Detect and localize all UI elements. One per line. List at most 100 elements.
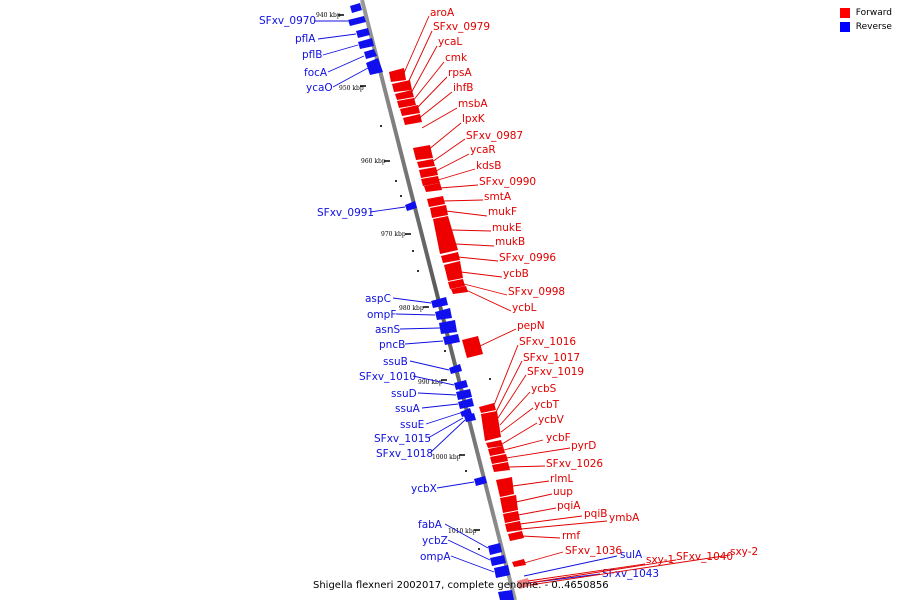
forward-gene[interactable] (481, 411, 501, 441)
forward-gene[interactable] (486, 440, 503, 448)
gene-label[interactable]: ycbZ (422, 535, 448, 547)
reverse-gene[interactable] (405, 201, 417, 211)
forward-gene[interactable] (505, 521, 522, 532)
gene-label[interactable]: ycbX (411, 483, 437, 495)
gene-label[interactable]: lpxK (462, 113, 486, 125)
gene-label[interactable]: SFxv_1017 (523, 352, 580, 364)
gene-label[interactable]: aroA (430, 7, 455, 19)
gene-label[interactable]: ycbT (534, 399, 560, 411)
gene-label[interactable]: pncB (379, 339, 405, 351)
gene-label[interactable]: ycaR (470, 144, 496, 156)
gene-label[interactable]: aspC (365, 293, 391, 305)
gene-label[interactable]: ycbL (512, 302, 537, 314)
forward-gene[interactable] (496, 477, 514, 497)
gene-label[interactable]: SFxv_1016 (519, 336, 576, 348)
forward-gene[interactable] (500, 495, 518, 513)
gene-label[interactable]: rpsA (448, 67, 472, 79)
reverse-gene[interactable] (456, 389, 472, 400)
gene-label[interactable]: SFxv_0990 (479, 176, 536, 188)
gene-label[interactable]: ihfB (453, 82, 473, 94)
reverse-gene[interactable] (488, 543, 502, 555)
gene-label[interactable]: SFxv_1043 (602, 568, 659, 580)
forward-gene[interactable] (479, 403, 496, 413)
gene-label[interactable]: ssuE (400, 419, 424, 431)
reverse-gene[interactable] (494, 565, 510, 578)
gene-label[interactable]: SFxv_1019 (527, 366, 584, 378)
reverse-gene[interactable] (439, 320, 457, 334)
gene-label[interactable]: msbA (458, 98, 488, 110)
forward-gene[interactable] (419, 167, 438, 178)
reverse-gene[interactable] (431, 297, 448, 308)
gene-label[interactable]: SFxv_1015 (374, 433, 431, 445)
gene-label[interactable]: pqiA (557, 500, 581, 512)
forward-gene[interactable] (417, 159, 435, 168)
gene-label[interactable]: ssuD (391, 388, 417, 400)
gene-label[interactable]: ycaO (306, 82, 333, 94)
gene-label[interactable]: SFxv_1040 (676, 551, 733, 563)
reverse-gene[interactable] (348, 16, 366, 26)
forward-gene[interactable] (392, 80, 412, 92)
reverse-gene[interactable] (350, 3, 362, 13)
reverse-gene[interactable] (458, 398, 474, 409)
forward-gene[interactable] (512, 559, 526, 567)
reverse-gene[interactable] (443, 334, 460, 345)
gene-label[interactable]: fabA (418, 519, 443, 531)
forward-gene[interactable] (508, 531, 524, 541)
gene-label[interactable]: sxy-2 (730, 546, 758, 558)
forward-gene[interactable] (430, 205, 448, 218)
gene-label[interactable]: SFxv_0987 (466, 130, 523, 142)
gene-label[interactable]: rlmL (550, 473, 573, 485)
forward-gene[interactable] (424, 183, 442, 192)
reverse-gene[interactable] (364, 49, 377, 59)
forward-gene[interactable] (427, 196, 445, 207)
reverse-gene[interactable] (454, 380, 468, 390)
gene-label[interactable]: mukE (492, 222, 522, 234)
gene-label[interactable]: asnS (375, 324, 401, 336)
gene-label[interactable]: SFxv_1036 (565, 545, 622, 557)
gene-label[interactable]: SFxv_1026 (546, 458, 603, 470)
gene-label[interactable]: focA (304, 67, 328, 79)
forward-gene[interactable] (441, 252, 460, 263)
forward-gene[interactable] (403, 114, 422, 125)
forward-gene[interactable] (389, 68, 406, 82)
forward-gene[interactable] (395, 90, 414, 100)
forward-gene[interactable] (462, 336, 483, 358)
gene-label[interactable]: SFxv_0970 (259, 15, 316, 27)
gene-label[interactable]: ssuA (395, 403, 421, 415)
forward-gene[interactable] (451, 286, 468, 294)
gene-label[interactable]: ymbA (609, 512, 640, 524)
gene-label[interactable]: rmf (562, 530, 580, 542)
gene-label[interactable]: mukF (488, 206, 517, 218)
gene-label[interactable]: ycbS (531, 383, 557, 395)
reverse-gene[interactable] (449, 364, 462, 374)
gene-label[interactable]: SFxv_0998 (508, 286, 565, 298)
gene-label[interactable]: pyrD (571, 440, 596, 452)
gene-label[interactable]: ycbF (546, 432, 571, 444)
gene-label[interactable]: pflA (295, 33, 316, 45)
forward-gene[interactable] (444, 261, 463, 281)
gene-label[interactable]: pepN (517, 320, 545, 332)
gene-label[interactable]: kdsB (476, 160, 501, 172)
gene-label[interactable]: cmk (445, 52, 468, 64)
forward-gene[interactable] (413, 145, 433, 160)
gene-label[interactable]: ompA (420, 551, 451, 563)
reverse-gene[interactable] (435, 308, 452, 320)
reverse-gene[interactable] (490, 555, 506, 566)
gene-label[interactable]: uup (553, 486, 573, 498)
gene-label[interactable]: ompF (367, 309, 396, 321)
gene-label[interactable]: ycaL (438, 36, 462, 48)
gene-label[interactable]: SFxv_0979 (433, 21, 490, 33)
gene-label[interactable]: pqiB (584, 508, 607, 520)
gene-label[interactable]: SFxv_1010 (359, 371, 416, 383)
reverse-gene[interactable] (498, 590, 514, 600)
reverse-gene[interactable] (358, 38, 374, 49)
forward-gene[interactable] (492, 462, 510, 472)
reverse-gene[interactable] (464, 413, 476, 422)
gene-label[interactable]: smtA (484, 191, 512, 203)
gene-label[interactable]: SFxv_0991 (317, 207, 374, 219)
reverse-gene[interactable] (366, 58, 383, 75)
gene-label[interactable]: ssuB (383, 356, 408, 368)
gene-label[interactable]: SFxv_0996 (499, 252, 556, 264)
forward-gene[interactable] (421, 176, 440, 186)
forward-gene[interactable] (488, 446, 505, 456)
